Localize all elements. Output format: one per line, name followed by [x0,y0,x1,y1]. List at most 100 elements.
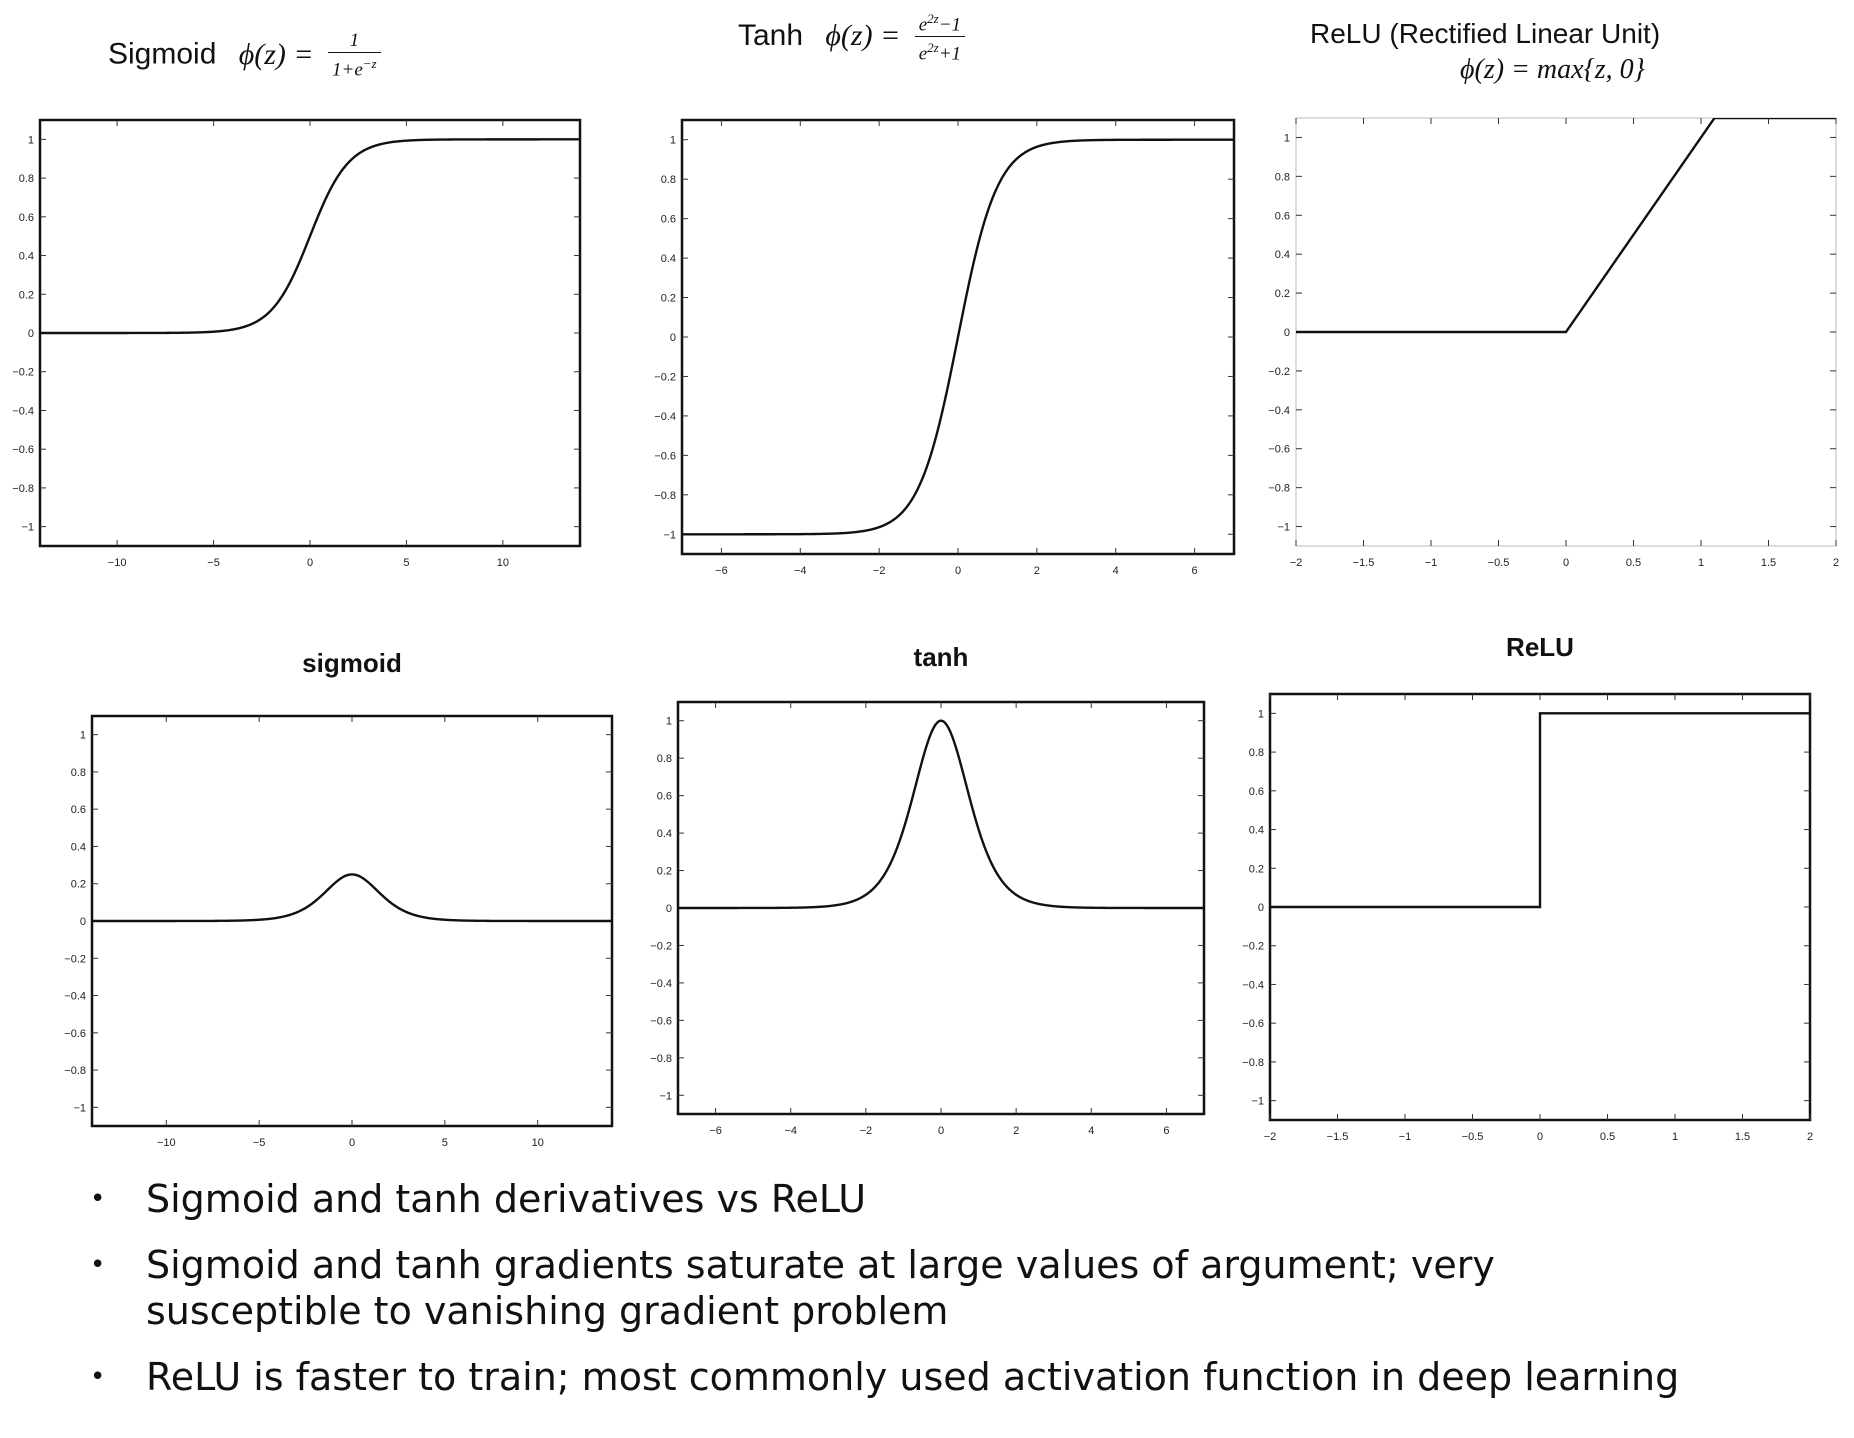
x-tick-label: −5 [207,557,220,569]
tanh-den-base: e [918,43,928,65]
sigmoid-equation-fraction: 1 1+e−z [328,30,381,81]
y-tick-label: 0.2 [19,289,34,301]
series-line-sigmoid-derivative [92,873,612,923]
y-tick-label: 0.4 [71,841,86,853]
x-tick-label: −2 [1290,557,1303,569]
x-tick-label: 2 [1034,565,1040,577]
tanh-num-exp: 2z [927,11,939,26]
x-tick-label: 6 [1163,1125,1169,1137]
sigmoid-equation: Sigmoid ϕ(z) = 1 1+e−z [108,30,381,81]
series-line-tanh [682,138,1234,536]
chart-tanh: −6 −4 −2 0 2 4 6 −1 −0.8 −0.6 −0.4 −0.2 0 0.2 0.4 0.6 0.… [654,118,1236,577]
y-tick-label: −0.4 [12,405,34,417]
y-tick-label: 1 [1284,132,1290,144]
y-tick-label: 0.4 [661,253,676,265]
y-tick-label: 0.4 [1249,825,1264,837]
bullet-item: Sigmoid and tanh derivatives vs ReLU [90,1176,1830,1222]
x-tick-label: −0.5 [1488,557,1510,569]
y-tick-label: −0.4 [654,411,676,423]
y-tick-label: 0.6 [1275,210,1290,222]
y-tick-label: 0.2 [661,293,676,305]
sigmoid-equation-lhs: ϕ(z) = [238,37,314,71]
y-tick-label: −0.4 [1268,405,1290,417]
chart-title: sigmoid [302,648,402,678]
y-tick-label: −0.2 [12,367,34,379]
y-tick-label: 0 [28,328,34,340]
series-line-relu-derivative [1270,712,1810,909]
y-tick-label: 0.4 [657,828,672,840]
y-tick-label: −0.8 [12,483,34,495]
x-tick-label: −10 [157,1137,176,1149]
x-tick-label: 5 [442,1137,448,1149]
y-tick-label: 0.2 [71,879,86,891]
y-tick-label: 0.2 [1275,288,1290,300]
tanh-num-rest: −1 [938,14,962,36]
bullet-item: ReLU is faster to train; most commonly u… [90,1354,1830,1400]
x-tick-label: 0 [1537,1131,1543,1143]
y-tick-label: −0.8 [64,1065,86,1077]
y-tick-label: −0.2 [64,953,86,965]
x-tick-label: 4 [1113,565,1119,577]
x-tick-label: 10 [532,1137,544,1149]
x-tick-label: 6 [1192,565,1198,577]
chart-sigmoid-derivative: −10 −5 0 5 10 −1 −0.8 −0.6 −0.4 −0.2 0 0.2 0.4 0.6 0.8… [64,648,614,1149]
x-tick-label: 2 [1833,557,1839,569]
y-tick-label: −0.2 [654,371,676,383]
y-tick-label: 0.2 [1249,863,1264,875]
y-tick-label: −0.6 [64,1028,86,1040]
x-tick-label: 0 [1563,557,1569,569]
x-tick-label: −6 [709,1125,722,1137]
tanh-equation-fraction: e2z−1 e2z+1 [914,8,966,66]
x-tick-label: −2 [860,1125,873,1137]
x-tick-label: −1.5 [1353,557,1375,569]
x-tick-label: −5 [253,1137,266,1149]
tanh-den-exp: 2z [927,40,939,56]
y-tick-label: 0 [666,903,672,915]
chart-relu: −2 −1.5 −1 −0.5 0 0.5 1 1.5 2 −1 −0.8 −0.6 −0.4 −0.2 0… [1268,117,1839,569]
y-tick-label: −0.6 [1242,1018,1264,1030]
y-tick-label: 0.6 [19,212,34,224]
series-line-sigmoid [40,138,580,335]
sigmoid-equation-label: Sigmoid [108,37,217,71]
chart-tanh-derivative: −6 −4 −2 0 2 4 6 −1 −0.8 −0.6 −0.4 −0.2 0 0.2 0.4 0.6 0.… [650,642,1206,1137]
y-tick-label: 0 [670,332,676,344]
series-line-tanh-derivative [678,719,1204,910]
tanh-equation-numerator: e2z−1 [915,8,965,36]
y-tick-label: 0 [1284,327,1290,339]
x-tick-label: 1 [1698,557,1704,569]
y-tick-label: −0.8 [1268,483,1290,495]
y-tick-label: −0.8 [654,490,676,502]
x-tick-label: −0.5 [1462,1131,1484,1143]
x-tick-label: −10 [108,557,127,569]
y-tick-label: −1 [663,529,676,541]
y-tick-label: −0.4 [1242,979,1264,991]
y-tick-label: −0.2 [1242,941,1264,953]
x-tick-label: −2 [1264,1131,1277,1143]
charts-canvas: −10 −5 0 5 10−1−0.8−0.6−0.4−0.200.20.40.60.8… [12,117,1839,1149]
series-line-relu [1296,118,1836,334]
sigmoid-equation-denominator: 1+e−z [328,52,381,81]
x-tick-label: 2 [1013,1125,1019,1137]
y-tick-label: 0.6 [657,791,672,803]
tanh-equation-denominator: e2z+1 [914,36,966,65]
y-tick-label: 0 [80,916,86,928]
y-tick-label: 1 [1258,708,1264,720]
x-tick-label: 1.5 [1735,1131,1750,1143]
y-tick-label: −0.4 [64,991,86,1003]
y-tick-label: 0.8 [71,767,86,779]
y-tick-label: 0.2 [657,866,672,878]
y-tick-label: −1 [659,1090,672,1102]
bullet-item: Sigmoid and tanh gradients saturate at l… [90,1242,1596,1334]
relu-equation-label: ReLU (Rectified Linear Unit) [1310,18,1661,49]
x-tick-label: −1 [1425,557,1438,569]
y-tick-label: 1 [666,716,672,728]
y-tick-label: −0.6 [650,1015,672,1027]
x-tick-label: 0.5 [1600,1131,1615,1143]
y-tick-label: 1 [28,134,34,146]
y-tick-label: 0.6 [661,214,676,226]
tanh-equation-lhs: ϕ(z) = [825,18,901,52]
x-tick-label: 5 [403,557,409,569]
tanh-equation-label: Tanh [738,18,804,52]
x-tick-label: 0 [307,557,313,569]
